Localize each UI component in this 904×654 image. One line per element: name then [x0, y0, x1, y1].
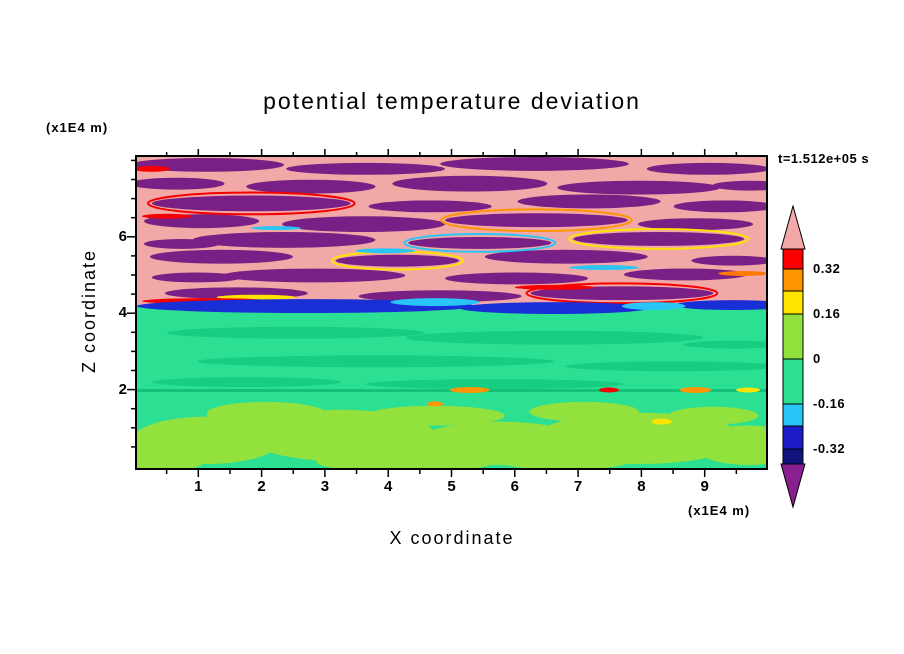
xtick-label: 1	[194, 478, 203, 495]
heatmap-field	[137, 157, 766, 468]
xtick-label: 5	[447, 478, 456, 495]
ytick-label: 2	[118, 380, 127, 398]
x-axis-title: X coordinate	[389, 528, 515, 548]
y-axis-title: Z coordinate	[79, 248, 99, 374]
y-axis-unit-label: (x1E4 m)	[46, 120, 109, 135]
ytick-label: 4	[118, 304, 127, 322]
xtick-label: 6	[510, 478, 519, 495]
cbar-label: 0.16	[813, 306, 841, 321]
cbar-label: -0.16	[813, 396, 846, 411]
ytick-label: 6	[118, 227, 127, 245]
purple-streaks	[137, 157, 766, 303]
xtick-label: 8	[637, 478, 646, 495]
xtick-label: 3	[320, 478, 330, 495]
x-axis-unit-label: (x1E4 m)	[688, 503, 751, 518]
time-annotation: t=1.512e+05 s	[778, 151, 870, 166]
lower-warm-specks	[427, 401, 672, 425]
chart-title: potential temperature deviation	[263, 88, 641, 114]
yellowgreen-blobs	[137, 401, 766, 468]
colorbar	[780, 205, 806, 509]
cbar-label: -0.32	[813, 441, 846, 456]
xtick-label: 2	[257, 478, 266, 495]
xtick-label: 9	[700, 478, 709, 495]
z2-filament-line	[137, 387, 766, 393]
cbar-label: 0	[813, 351, 821, 366]
heatmap-plot-area	[135, 155, 768, 470]
blue-band	[137, 298, 766, 314]
green-streaks	[151, 326, 766, 390]
xtick-label: 7	[573, 478, 583, 495]
cbar-label: 0.32	[813, 261, 841, 276]
xtick-label: 4	[384, 478, 393, 495]
